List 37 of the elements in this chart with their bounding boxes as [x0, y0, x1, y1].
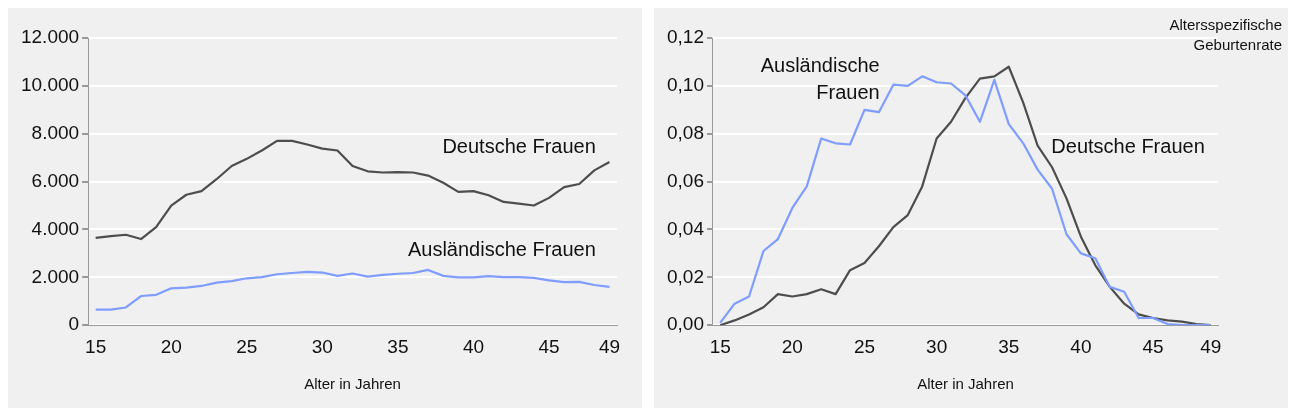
- y-tick-label: 0,00: [667, 313, 704, 335]
- y-tick-label: 0,06: [667, 169, 704, 191]
- x-tick-label: 20: [781, 335, 803, 357]
- y-tick-label: 0,12: [667, 26, 704, 48]
- y-tick-label: 4.000: [31, 217, 80, 239]
- x-tick-label: 49: [598, 335, 621, 357]
- x-tick-label: 45: [1142, 335, 1164, 357]
- series-label: Deutsche Frauen: [442, 134, 596, 157]
- x-tick-label: 40: [1070, 335, 1092, 357]
- y-tick-label: 0,10: [667, 74, 704, 96]
- y-tick-label: 0: [68, 313, 80, 335]
- x-tick-label: 15: [709, 335, 731, 357]
- x-tick-label: 35: [998, 335, 1020, 357]
- y-tick-label: 10.000: [20, 74, 80, 96]
- y-tick-label: 6.000: [31, 169, 80, 191]
- y-axis-title: Altersspezifische Geburtenrate: [1169, 15, 1282, 53]
- x-tick-label: 45: [538, 335, 560, 357]
- series-label: Ausländische Frauen: [407, 238, 596, 261]
- y-tick-label: 0,08: [667, 121, 704, 143]
- x-tick-label: 15: [85, 335, 107, 357]
- x-tick-label: 49: [1200, 335, 1222, 357]
- x-tick-label: 40: [462, 335, 485, 357]
- x-tick-label: 25: [236, 335, 258, 357]
- y-tick-label: 12.000: [20, 26, 80, 48]
- x-tick-label: 30: [926, 335, 948, 357]
- x-tick-label: 30: [311, 335, 333, 357]
- y-tick-label: 0,04: [667, 217, 705, 239]
- x-axis-title: Alter in Jahren: [304, 375, 401, 393]
- x-tick-label: 35: [387, 335, 409, 357]
- y-tick-label: 2.000: [31, 265, 80, 287]
- y-tick-label: 8.000: [31, 121, 80, 143]
- series-label: Ausländische Frauen: [760, 54, 880, 104]
- x-tick-label: 20: [160, 335, 182, 357]
- series-label: Deutsche Frauen: [1051, 134, 1205, 157]
- x-tick-label: 25: [853, 335, 876, 357]
- x-axis-title: Alter in Jahren: [917, 375, 1014, 393]
- y-tick-label: 0,02: [667, 265, 704, 287]
